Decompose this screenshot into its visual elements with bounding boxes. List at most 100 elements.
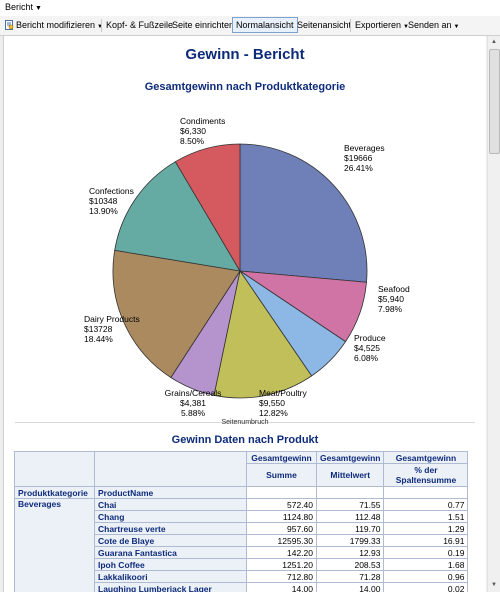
pie-label-amount: $9,550 — [259, 398, 285, 408]
pie-label-pct: 18.44% — [84, 334, 113, 344]
table-row: Ipoh Coffee 1251.20 208.53 1.68 — [15, 558, 469, 571]
pie-label: Grains/Cereals $4,381 5.88% — [165, 388, 222, 418]
page-setup-button[interactable]: Seite einrichten — [170, 18, 236, 32]
page-view-button[interactable]: Seitenansicht — [295, 18, 353, 32]
report-edit-icon — [5, 20, 14, 30]
modify-dropdown-icon: ▼ — [97, 24, 103, 30]
mean-cell: 71.55 — [315, 498, 385, 511]
send-to-label: Senden an — [408, 20, 452, 30]
pct-cell: 1.29 — [383, 522, 469, 535]
table-row: Lakkalikoori 712.80 71.28 0.96 — [15, 570, 469, 583]
pie-label-pct: 6.08% — [354, 353, 379, 363]
product-name-cell: Chai — [94, 498, 247, 511]
table-row: Chang 1124.80 112.48 1.51 — [15, 510, 469, 523]
category-cell: Beverages — [14, 498, 95, 592]
product-name-cell: Laughing Lumberjack Lager — [94, 582, 247, 592]
send-to-button[interactable]: Senden an ▼ — [406, 18, 462, 32]
pie-label-pct: 7.98% — [378, 304, 403, 314]
mean-cell: 112.48 — [315, 510, 385, 523]
pie-label-amount: $6,330 — [180, 126, 206, 136]
chart-title: Gesamtgewinn nach Produktkategorie — [144, 81, 346, 93]
pie-label: Meat/Poultry $9,550 12.82% — [259, 388, 307, 418]
pct-cell: 16.91 — [383, 534, 469, 547]
pie-label: Dairy Products $13728 18.44% — [84, 314, 140, 344]
pie-label-name: Seafood — [378, 284, 410, 294]
pie-slice-beverages — [239, 143, 368, 283]
col-header-product: ProductName — [94, 486, 247, 499]
export-button[interactable]: Exportieren ▼ — [353, 18, 411, 32]
col-header-category: Produktkategorie — [14, 486, 95, 499]
header-footer-button[interactable]: Kopf- & Fußzeile — [104, 18, 175, 32]
col-group-header: Gesamtgewinn — [383, 451, 469, 464]
vertical-scrollbar[interactable]: ▲ ▼ — [487, 36, 500, 592]
window-title-menu[interactable]: Bericht ▼ — [5, 2, 42, 12]
pie-label-pct: 8.50% — [180, 136, 205, 146]
report-page: Gewinn - Bericht Gesamtgewinn nach Produ… — [3, 36, 486, 592]
normal-view-label: Normalansicht — [236, 20, 294, 30]
page-break-line — [15, 422, 475, 423]
header-blank-cell — [94, 451, 247, 487]
scrollbar-thumb[interactable] — [489, 49, 500, 154]
product-name-cell: Chang — [94, 510, 247, 523]
title-dropdown-icon: ▼ — [35, 5, 42, 12]
mean-cell: 208.53 — [315, 558, 385, 571]
window-title-bar: Bericht ▼ — [0, 0, 500, 17]
pct-cell: 0.96 — [383, 570, 469, 583]
pie-label-pct: 13.90% — [89, 206, 118, 216]
normal-view-button[interactable]: Normalansicht — [232, 17, 298, 33]
sum-cell: 712.80 — [246, 570, 317, 583]
pie-label-name: Dairy Products — [84, 314, 140, 324]
report-toolbar: Bericht modifizieren ▼ Kopf- & Fußzeile S… — [0, 16, 500, 36]
pie-label: Confections $10348 13.90% — [89, 186, 134, 216]
col-group-header: Gesamtgewinn — [315, 451, 385, 464]
pie-label-amount: $19666 — [344, 153, 373, 163]
toolbar-divider — [350, 19, 351, 32]
col-group-header: Gesamtgewinn — [246, 451, 317, 464]
pie-label-name: Grains/Cereals — [164, 388, 222, 398]
toolbar-divider — [101, 19, 102, 32]
mean-cell: 119.70 — [315, 522, 385, 535]
col-header-mean: Mittelwert — [315, 463, 385, 487]
pie-label: Condiments $6,330 8.50% — [180, 116, 225, 146]
empty-cell — [383, 486, 469, 499]
scroll-down-icon[interactable]: ▼ — [491, 582, 497, 588]
pie-label: Produce $4,525 6.08% — [354, 333, 386, 363]
pie-label: Seafood $5,940 7.98% — [378, 284, 410, 314]
pct-cell: 0.77 — [383, 498, 469, 511]
pie-label-name: Condiments — [180, 116, 226, 126]
modify-report-label: Bericht modifizieren — [16, 20, 96, 30]
pie-label-amount: $4,381 — [180, 398, 206, 408]
modify-report-button[interactable]: Bericht modifizieren ▼ — [3, 18, 105, 32]
col-header-sum: Summe — [246, 463, 317, 487]
sum-cell: 957.60 — [246, 522, 317, 535]
pct-cell: 0.02 — [383, 582, 469, 592]
empty-cell — [246, 486, 317, 499]
scroll-up-icon[interactable]: ▲ — [491, 39, 497, 45]
export-dropdown-icon: ▼ — [403, 24, 409, 30]
pie-chart: Beverages $19666 26.41% Seafood $5,940 7.98% P… — [26, 98, 468, 418]
pie-slice-dairy-products — [112, 249, 241, 379]
mean-cell: 12.93 — [315, 546, 385, 559]
pie-label-pct: 5.88% — [180, 408, 206, 418]
export-label: Exportieren — [355, 20, 402, 30]
pie-label-amount: $10348 — [89, 196, 118, 206]
empty-cell — [315, 486, 385, 499]
page-setup-label: Seite einrichten — [172, 20, 235, 30]
pie-label-name: Produce — [354, 333, 386, 343]
sum-cell: 12595.30 — [246, 534, 317, 547]
report-title: Gewinn - Bericht — [185, 46, 305, 63]
report-viewport: Gewinn - Bericht Gesamtgewinn nach Produ… — [0, 36, 500, 592]
table-row: Cote de Blaye 12595.30 1799.33 16.91 — [15, 534, 469, 547]
pie-label: Beverages $19666 26.41% — [344, 143, 385, 173]
pie-label-pct: 26.41% — [344, 163, 373, 173]
sum-cell: 14.00 — [246, 582, 317, 592]
col-header-pct: % der Spaltensumme — [383, 463, 469, 487]
product-name-cell: Cote de Blaye — [94, 534, 247, 547]
product-name-cell: Chartreuse verte — [94, 522, 247, 535]
pie-label-amount: $4,525 — [354, 343, 380, 353]
sum-cell: 1251.20 — [246, 558, 317, 571]
mean-cell: 1799.33 — [315, 534, 385, 547]
page-view-label: Seitenansicht — [297, 20, 352, 30]
pie-label-pct: 12.82% — [259, 408, 288, 418]
pie-label-name: Meat/Poultry — [259, 388, 307, 398]
